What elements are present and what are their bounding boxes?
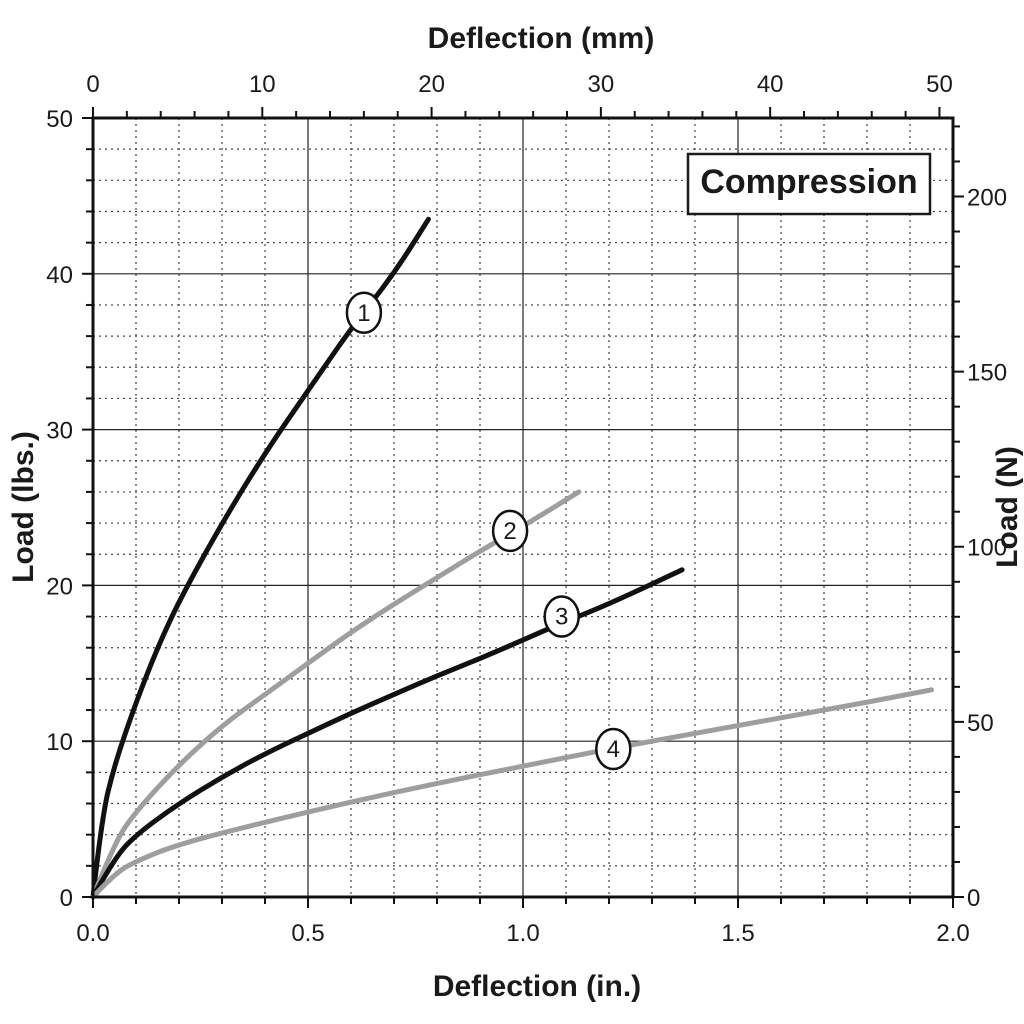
x-tick-label-bottom: 2.0 [936,920,969,947]
series-lines [90,216,934,900]
annotation-box: Compression [686,152,932,216]
y-tick-label-right: 0 [967,885,980,912]
x-tick-label-bottom: 0.0 [76,920,109,947]
y-tick-label-left: 0 [60,885,73,912]
callout-circle [595,727,632,771]
y-tick-label-right: 100 [967,535,1007,562]
callout-2: 2 [491,509,529,553]
callout-circle [345,291,383,334]
tick-marks [82,107,964,908]
x-tick-label-top: 10 [249,71,276,98]
y-tick-label-right: 200 [967,184,1007,211]
series-line-2 [90,489,582,900]
callout-label: 4 [607,736,620,763]
x-axis-title-bottom: Deflection (in.) [433,970,641,1003]
series-line-1 [90,216,431,900]
x-axis-title-top: Deflection (mm) [428,22,655,55]
x-tick-label-top: 0 [86,71,99,98]
annotation-box-text: Compression [700,163,917,201]
y-axis-title-right: Load (N) [991,446,1024,568]
y-tick-label-left: 40 [46,262,73,289]
x-tick-label-top: 20 [418,71,445,98]
y-tick-label-right: 150 [967,360,1007,387]
callout-3: 3 [543,595,580,638]
callout-label: 1 [357,300,370,327]
series-callouts: 1 2 3 4 [345,291,632,771]
y-tick-label-left: 50 [46,106,73,133]
x-tick-label-bottom: 0.5 [291,920,324,947]
y-tick-label-right: 50 [967,710,994,737]
callout-label: 3 [555,604,568,631]
x-tick-label-bottom: 1.0 [506,920,539,947]
callout-circle [491,509,529,553]
y-axis-title-left: Load (lbs.) [7,431,40,583]
x-tick-label-top: 40 [757,71,784,98]
callout-label: 2 [503,518,516,545]
callout-circle [543,595,580,638]
x-tick-label-bottom: 1.5 [721,920,754,947]
y-tick-label-left: 20 [46,573,73,600]
y-tick-label-left: 30 [46,418,73,445]
x-tick-label-top: 50 [926,71,953,98]
y-tick-label-left: 10 [46,729,73,756]
x-tick-label-top: 30 [588,71,615,98]
callout-4: 4 [595,727,632,771]
tick-labels: 0.0 0.5 1.0 1.5 2.0 0 10 20 30 40 50 0 10 20 30 40 50 0 50… [46,71,1007,947]
callout-1: 1 [345,291,383,334]
series-line-4 [90,687,934,900]
series-line-3 [90,567,685,900]
